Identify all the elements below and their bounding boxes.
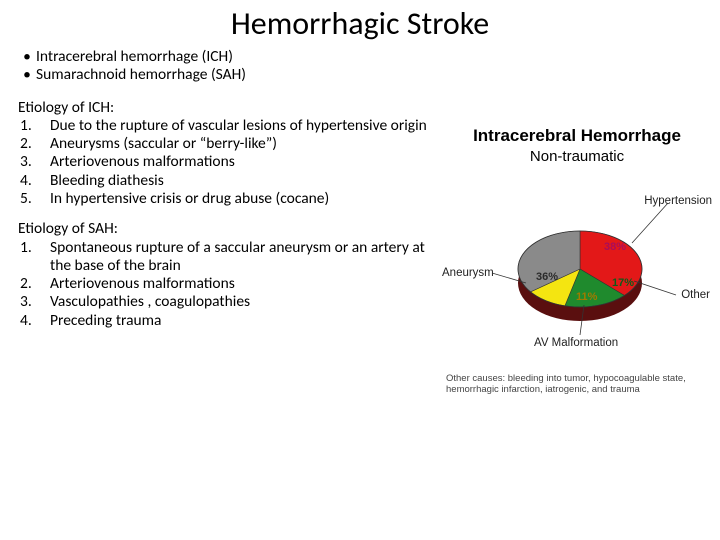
sah-list: 1.Spontaneous rupture of a saccular aneu… — [18, 239, 438, 330]
slice-pct: 17% — [612, 277, 634, 289]
type-bullets: •Intracerebral hemorrhage (ICH) •Sumarac… — [18, 48, 438, 85]
list-item: Due to the rupture of vascular lesions o… — [50, 117, 438, 135]
text-column: •Intracerebral hemorrhage (ICH) •Sumarac… — [18, 48, 438, 342]
pie-svg — [510, 197, 650, 347]
chart-caption: Other causes: bleeding into tumor, hypoc… — [442, 373, 712, 395]
chart-title: Intracerebral Hemorrhage — [442, 126, 712, 146]
list-item: Aneurysms (saccular or “berry-like”) — [50, 135, 438, 153]
slice-pct: 11% — [576, 291, 597, 303]
bullet-text: Sumarachnoid hemorrhage (SAH) — [36, 66, 246, 84]
pie-chart: Hypertension Other AV Malformation Aneur… — [442, 171, 712, 371]
list-item: In hypertensive crisis or drug abuse (co… — [50, 190, 438, 208]
slice-pct: 36% — [536, 271, 558, 283]
sah-heading: Etiology of SAH: — [18, 220, 438, 238]
list-item: Arteriovenous malformations — [50, 153, 438, 171]
slice-pct: 38% — [604, 241, 626, 253]
list-item: Preceding trauma — [50, 312, 438, 330]
page-title: Hemorrhagic Stroke — [0, 0, 720, 43]
list-item: Spontaneous rupture of a saccular aneury… — [50, 239, 438, 276]
slice-label: Other — [681, 289, 710, 301]
chart-subtitle: Non-traumatic — [442, 148, 712, 165]
list-item: Arteriovenous malformations — [50, 275, 438, 293]
chart-panel: Intracerebral Hemorrhage Non-traumatic H… — [442, 126, 712, 395]
list-item: Bleeding diathesis — [50, 172, 438, 190]
bullet-text: Intracerebral hemorrhage (ICH) — [36, 48, 233, 66]
slice-label: Aneurysm — [442, 267, 494, 279]
ich-list: 1.Due to the rupture of vascular lesions… — [18, 117, 438, 208]
slice-label: Hypertension — [644, 195, 712, 207]
list-item: Vasculopathies , coagulopathies — [50, 293, 438, 311]
ich-heading: Etiology of ICH: — [18, 99, 438, 117]
slice-label: AV Malformation — [534, 337, 618, 349]
